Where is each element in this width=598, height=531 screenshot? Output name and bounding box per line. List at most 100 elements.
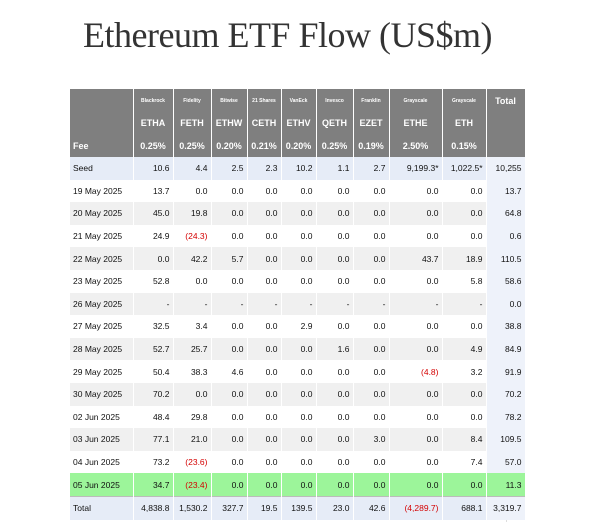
value-cell: 0.0 <box>211 450 248 474</box>
total-row: Total 4,838.8 1,530.2 327.7 19.5 139.5 23.0 42.… <box>70 495 526 520</box>
value-cell: 0.0 <box>281 224 317 248</box>
value-cell: 0.0 <box>316 360 354 383</box>
value-cell: 0.0 <box>247 269 282 293</box>
value-cell: 0.0 <box>211 428 248 451</box>
ticker-cell: ETHE <box>389 112 443 134</box>
row-total-cell: 64.8 <box>486 202 526 225</box>
value-cell: 3.4 <box>173 315 212 338</box>
value-cell: 0.0 <box>281 360 317 383</box>
value-cell: 0.0 <box>389 337 443 361</box>
value-cell: 0.0 <box>442 315 487 338</box>
issuer-cell: Franklin <box>353 89 390 112</box>
row-total-cell: 10,255 <box>486 157 526 180</box>
value-cell: 0.0 <box>353 315 390 338</box>
value-cell: 0.0 <box>247 428 282 451</box>
value-cell: 0.0 <box>281 247 317 270</box>
table-row: 28 May 2025 52.7 25.7 0.0 0.0 0.0 1.6 0.0 0.0 4.9… <box>70 337 526 361</box>
fee-cell: 0.25% <box>133 134 174 157</box>
value-cell: 0.0 <box>353 202 390 225</box>
date-cell: 29 May 2025 <box>70 360 134 383</box>
issuer-cell: Invesco <box>316 89 354 112</box>
issuer-cell: 21 Shares <box>247 89 282 112</box>
value-cell: 10.2 <box>281 157 317 180</box>
value-cell: 0.0 <box>281 473 317 497</box>
row-total-cell: 38.8 <box>486 315 526 338</box>
value-cell: 0.0 <box>247 337 282 361</box>
etf-flow-table: Blackrock Fidelity Bitwise 21 Shares Van… <box>70 89 526 520</box>
value-cell: - <box>316 292 354 316</box>
value-cell: 0.0 <box>353 473 390 497</box>
value-cell: 0.0 <box>247 450 282 474</box>
value-cell: (4.8) <box>389 360 443 383</box>
value-cell: 0.0 <box>281 382 317 406</box>
value-cell: 1.1 <box>316 157 354 180</box>
table-row: 05 Jun 2025 34.7 (23.4) 0.0 0.0 0.0 0.0 0.0 0.0 0… <box>70 473 526 497</box>
value-cell: 0.0 <box>316 450 354 474</box>
value-cell: 4.6 <box>211 360 248 383</box>
value-cell: 0.0 <box>247 360 282 383</box>
fee-cell: 0.21% <box>247 134 282 157</box>
value-cell: 0.0 <box>173 382 212 406</box>
value-cell: 0.0 <box>247 473 282 497</box>
value-cell: 0.0 <box>316 315 354 338</box>
table-row: 29 May 2025 50.4 38.3 4.6 0.0 0.0 0.0 0.0 (4.8) 3… <box>70 360 526 383</box>
value-cell: 0.0 <box>281 450 317 474</box>
fee-cell: 2.50% <box>389 134 443 157</box>
value-cell: 0.0 <box>316 473 354 497</box>
value-cell: 29.8 <box>173 405 212 429</box>
value-cell: 18.9 <box>442 247 487 270</box>
value-cell: 0.0 <box>281 337 317 361</box>
value-cell: 0.0 <box>442 202 487 225</box>
value-cell: (23.6) <box>173 450 212 474</box>
value-cell: 0.0 <box>316 247 354 270</box>
value-cell: 23.0 <box>316 495 354 520</box>
value-cell: 0.0 <box>316 179 354 203</box>
total-header: Total <box>486 89 526 112</box>
value-cell: 0.0 <box>353 405 390 429</box>
value-cell: 0.0 <box>353 247 390 270</box>
value-cell: 25.7 <box>173 337 212 361</box>
value-cell: 0.0 <box>353 382 390 406</box>
row-total-cell: 0.6 <box>486 224 526 248</box>
value-cell: 0.0 <box>389 428 443 451</box>
fee-cell: 0.19% <box>353 134 390 157</box>
value-cell: 4,838.8 <box>133 495 174 520</box>
ticker-cell: QETH <box>316 112 354 134</box>
value-cell: 73.2 <box>133 450 174 474</box>
value-cell: 0.0 <box>211 382 248 406</box>
value-cell: 21.0 <box>173 428 212 451</box>
value-cell: 2.9 <box>281 315 317 338</box>
value-cell: 0.0 <box>281 405 317 429</box>
value-cell: 0.0 <box>281 202 317 225</box>
value-cell: (24.3) <box>173 224 212 248</box>
value-cell: 0.0 <box>389 202 443 225</box>
value-cell: 0.0 <box>442 382 487 406</box>
issuer-cell: Grayscale <box>442 89 487 112</box>
value-cell: 42.6 <box>353 495 390 520</box>
table-row: 27 May 2025 32.5 3.4 0.0 0.0 2.9 0.0 0.0 0.0 0.0 3… <box>70 315 526 338</box>
value-cell: 0.0 <box>353 179 390 203</box>
value-cell: 139.5 <box>281 495 317 520</box>
value-cell: 52.8 <box>133 269 174 293</box>
value-cell: 0.0 <box>353 269 390 293</box>
row-total-cell: 57.0 <box>486 450 526 474</box>
header-corner <box>70 89 134 112</box>
value-cell: 0.0 <box>316 269 354 293</box>
total-label: Total <box>70 495 134 520</box>
value-cell: 42.2 <box>173 247 212 270</box>
date-cell: 28 May 2025 <box>70 337 134 361</box>
row-total-cell: 109.5 <box>486 428 526 451</box>
value-cell: 32.5 <box>133 315 174 338</box>
value-cell: 1.6 <box>316 337 354 361</box>
row-total-cell: 84.9 <box>486 337 526 361</box>
issuer-cell: Grayscale <box>389 89 443 112</box>
value-cell: 24.9 <box>133 224 174 248</box>
row-total-cell: 3,319.7 <box>486 495 526 520</box>
ticker-cell: ETHV <box>281 112 317 134</box>
value-cell: 0.0 <box>316 405 354 429</box>
table-row: 23 May 2025 52.8 0.0 0.0 0.0 0.0 0.0 0.0 0.0 5.8 5… <box>70 269 526 293</box>
date-cell: 19 May 2025 <box>70 179 134 203</box>
value-cell: 327.7 <box>211 495 248 520</box>
value-cell: 70.2 <box>133 382 174 406</box>
value-cell: - <box>173 292 212 316</box>
